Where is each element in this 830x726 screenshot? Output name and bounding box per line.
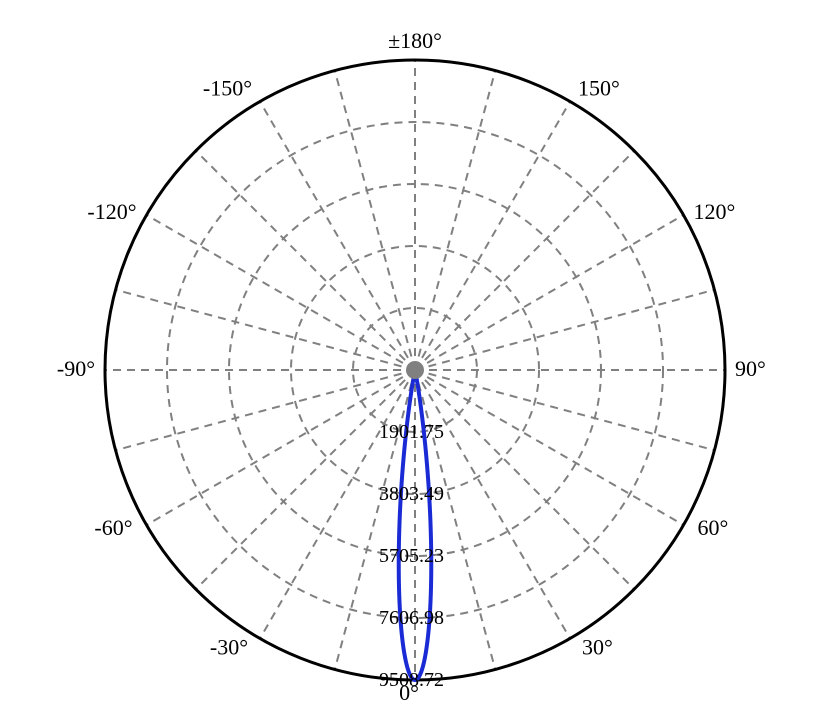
angle-tick-label: -150° <box>203 76 252 101</box>
angle-tick-label: -120° <box>87 199 136 224</box>
angle-tick-label: 90° <box>735 356 766 381</box>
angle-tick-label: 0° <box>399 680 419 705</box>
angle-tick-label: 120° <box>693 199 735 224</box>
center-dot <box>406 361 424 379</box>
radial-tick-label: 7606.98 <box>379 607 444 629</box>
angle-tick-label: -30° <box>210 634 248 659</box>
angle-tick-label: -60° <box>94 515 132 540</box>
polar-chart: 1901.753803.495705.237606.989508.720°30°… <box>0 0 830 726</box>
angle-tick-label: -90° <box>57 356 95 381</box>
radial-tick-label: 5705.23 <box>379 545 444 567</box>
angle-tick-label: 60° <box>697 515 728 540</box>
angle-tick-label: 30° <box>582 634 613 659</box>
radial-tick-label: 1901.75 <box>379 421 444 443</box>
angle-tick-label: 150° <box>578 76 620 101</box>
angle-tick-label: ±180° <box>388 28 442 53</box>
radial-tick-label: 3803.49 <box>379 483 444 505</box>
